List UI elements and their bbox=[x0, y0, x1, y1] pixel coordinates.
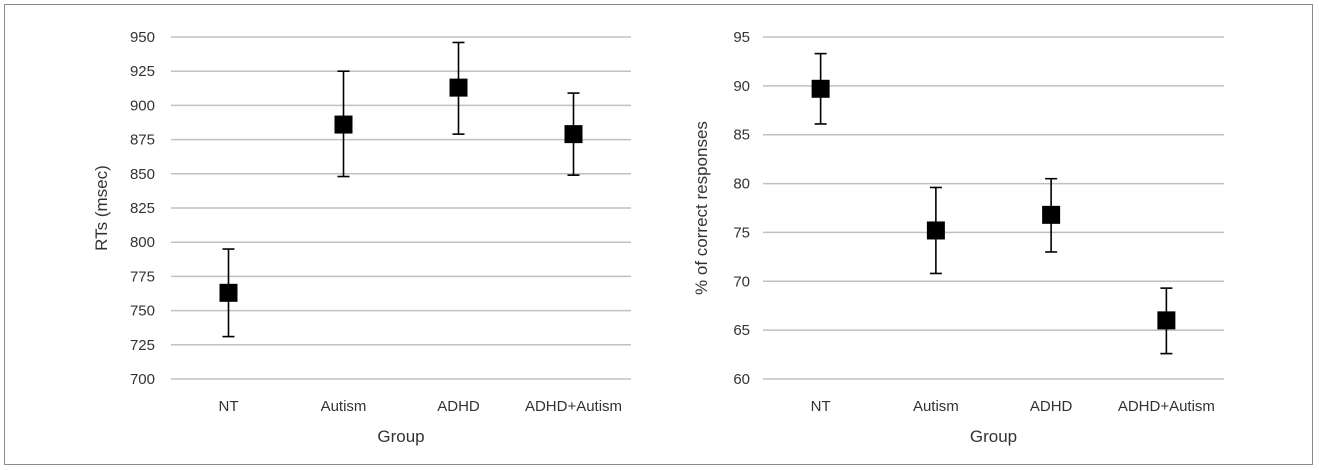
data-point bbox=[219, 283, 238, 302]
y-tick-label: 950 bbox=[130, 29, 155, 46]
chart-2: 60 65 70 75 80 85 90 95 NT Autism ADHD ADHD+Autism G… bbox=[692, 29, 1224, 446]
y-tick-label: 85 bbox=[733, 127, 750, 144]
y-tick-label: 65 bbox=[733, 322, 750, 339]
data-point bbox=[811, 79, 830, 98]
x-axis-title: Group bbox=[377, 427, 424, 446]
y-tick-label: 825 bbox=[130, 200, 155, 217]
x-tick-label: ADHD bbox=[437, 398, 480, 415]
x-tick-label: NT bbox=[811, 398, 831, 415]
data-point bbox=[1042, 205, 1061, 224]
y-tick-label: 925 bbox=[130, 63, 155, 80]
x-tick-label: ADHD+Autism bbox=[1118, 398, 1215, 415]
x-axis-title: Group bbox=[970, 427, 1017, 446]
figure-frame bbox=[4, 4, 1313, 465]
x-tick-label: NT bbox=[219, 398, 239, 415]
y-tick-label: 60 bbox=[733, 371, 750, 388]
data-point bbox=[334, 115, 353, 134]
y-tick-label: 725 bbox=[130, 337, 155, 354]
y-tick-label: 775 bbox=[130, 268, 155, 285]
y-tick-label: 750 bbox=[130, 303, 155, 320]
y-tick-label: 80 bbox=[733, 176, 750, 193]
data-point bbox=[564, 125, 583, 144]
y-tick-label: 700 bbox=[130, 371, 155, 388]
y-tick-label: 875 bbox=[130, 132, 155, 149]
x-tick-label: ADHD bbox=[1030, 398, 1073, 415]
y-tick-label: 900 bbox=[130, 97, 155, 114]
y-tick-label: 95 bbox=[733, 29, 750, 46]
x-tick-label: Autism bbox=[321, 398, 367, 415]
data-point bbox=[926, 221, 945, 240]
y-tick-label: 850 bbox=[130, 166, 155, 183]
data-point bbox=[1157, 311, 1176, 330]
data-point bbox=[449, 78, 468, 97]
y-tick-label: 70 bbox=[733, 273, 750, 290]
y-tick-label: 75 bbox=[733, 224, 750, 241]
chart-1: 700 725 750 775 800 825 850 875 900 925 950 NT Autis… bbox=[92, 29, 631, 446]
y-tick-label: 90 bbox=[733, 78, 750, 95]
y-tick-label: 800 bbox=[130, 234, 155, 251]
x-tick-label: Autism bbox=[913, 398, 959, 415]
y-axis-title: RTs (msec) bbox=[92, 165, 111, 251]
x-tick-label: ADHD+Autism bbox=[525, 398, 622, 415]
y-axis-title: % of correct responses bbox=[692, 121, 711, 295]
